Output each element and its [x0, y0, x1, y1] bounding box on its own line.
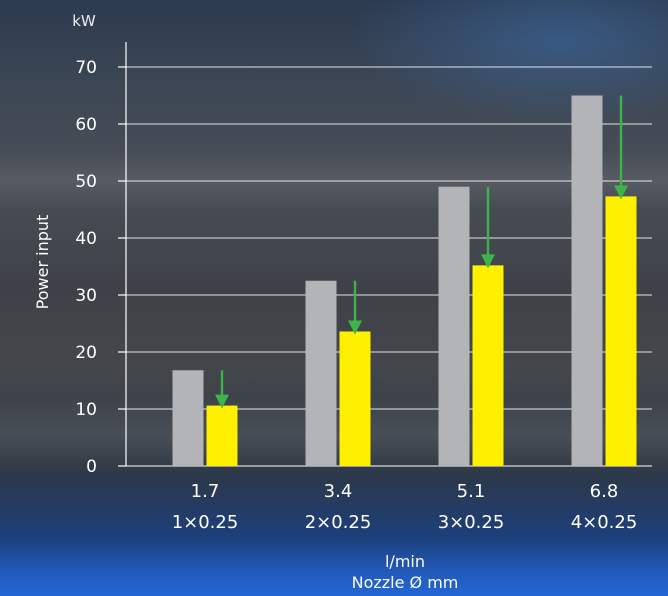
bar-series-1 [438, 186, 470, 466]
bar-series-2 [339, 331, 371, 466]
y-tick-label: 40 [75, 229, 97, 249]
reduction-arrow-head [614, 185, 628, 200]
x-tick-label: 3.4 [324, 481, 353, 502]
reduction-arrow-head [348, 320, 362, 335]
x-axis-subtitle: Nozzle Ø mm [352, 573, 459, 592]
y-axis-title: Power input [33, 215, 52, 310]
y-tick-label: 20 [75, 343, 97, 363]
x-tick-label-nozzle: 3×0.25 [438, 512, 505, 533]
y-tick-label: 30 [75, 286, 97, 306]
x-tick-label: 6.8 [590, 481, 619, 502]
x-tick-label: 1.7 [191, 481, 220, 502]
x-tick-label-nozzle: 1×0.25 [172, 512, 239, 533]
reduction-arrow-head [481, 254, 495, 269]
x-axis-title: l/min [385, 552, 425, 571]
bar-series-1 [305, 280, 337, 466]
bar-series-2 [605, 196, 637, 466]
y-tick-label: 70 [75, 58, 97, 78]
bar-series-2 [206, 405, 238, 466]
y-tick-label: 10 [75, 400, 97, 420]
background-glow [0, 540, 668, 596]
bar-series-1 [172, 370, 204, 466]
background-band [0, 150, 668, 210]
y-tick-label: 50 [75, 172, 97, 192]
reduction-arrow-head [215, 394, 229, 409]
x-tick-label-nozzle: 2×0.25 [305, 512, 372, 533]
bar-series-2 [472, 265, 504, 466]
y-tick-label: 60 [75, 115, 97, 135]
y-unit-label: kW [72, 12, 96, 30]
x-tick-label: 5.1 [457, 481, 486, 502]
y-tick-label: 0 [86, 457, 97, 477]
bar-series-1 [571, 95, 603, 466]
x-tick-label-nozzle: 4×0.25 [571, 512, 638, 533]
